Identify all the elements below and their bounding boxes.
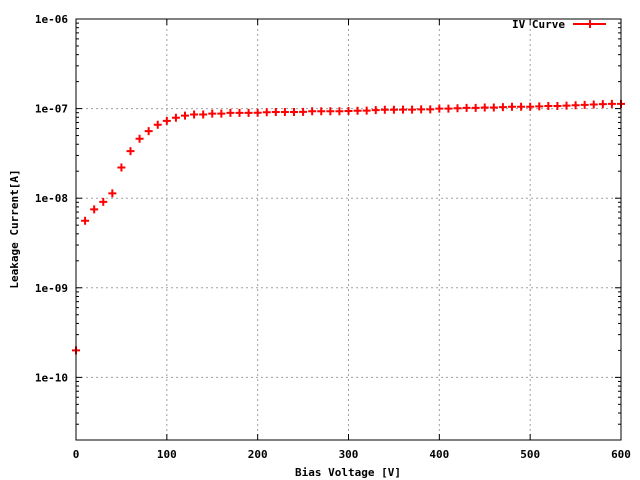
- data-point: [171, 113, 180, 122]
- x-tick-label: 400: [429, 448, 449, 461]
- data-point: [81, 216, 90, 225]
- data-point: [417, 105, 426, 114]
- data-point: [299, 107, 308, 116]
- legend-label: IV Curve: [512, 18, 565, 31]
- data-point: [326, 107, 335, 116]
- data-point: [262, 108, 271, 117]
- data-point: [544, 101, 553, 110]
- data-point: [280, 108, 289, 117]
- data-point: [253, 108, 262, 117]
- y-axis-label: Leakage Current[A]: [8, 169, 21, 288]
- data-point: [517, 102, 526, 111]
- data-point: [362, 106, 371, 115]
- x-tick-label: 600: [611, 448, 631, 461]
- data-point: [126, 147, 135, 156]
- data-point: [199, 110, 208, 119]
- data-point: [553, 101, 562, 110]
- y-tick-label: 1e-07: [35, 103, 68, 116]
- data-point: [589, 100, 598, 109]
- data-point: [426, 105, 435, 114]
- data-point: [335, 107, 344, 116]
- data-point: [371, 106, 380, 115]
- data-point: [181, 111, 189, 120]
- data-point: [526, 102, 535, 111]
- data-point: [498, 103, 507, 112]
- data-point: [508, 102, 516, 111]
- x-axis-label: Bias Voltage [V]: [295, 466, 401, 479]
- plot-border: [75, 18, 622, 441]
- data-point: [489, 103, 498, 112]
- data-point: [190, 110, 199, 119]
- x-tick-label: 200: [248, 448, 268, 461]
- x-tick-label: 300: [339, 448, 359, 461]
- data-point: [162, 116, 171, 125]
- data-point: [244, 108, 253, 117]
- data-point: [389, 105, 398, 114]
- data-point: [453, 104, 462, 113]
- data-point: [607, 99, 616, 108]
- data-point: [562, 101, 571, 110]
- x-tick-labels: 0 100 200 300 400 500 600: [73, 448, 631, 461]
- data-point: [444, 104, 453, 113]
- legend: IV Curve: [512, 18, 606, 31]
- y-tick-label: 1e-10: [35, 371, 68, 384]
- data-point: [462, 103, 471, 112]
- data-point: [235, 108, 244, 117]
- data-point: [144, 127, 153, 136]
- y-tick-labels: 1e-10 1e-09 1e-08 1e-07 1e-06: [35, 13, 68, 384]
- data-point: [208, 109, 217, 118]
- data-point: [580, 100, 589, 109]
- data-point: [99, 197, 108, 206]
- data-point: [435, 104, 444, 113]
- data-point: [344, 107, 353, 116]
- data-point: [471, 103, 480, 112]
- y-tick-label: 1e-06: [35, 13, 68, 26]
- y-tick-label: 1e-08: [35, 192, 68, 205]
- data-point: [290, 108, 298, 117]
- x-tick-label: 100: [157, 448, 177, 461]
- data-point: [226, 108, 235, 117]
- data-point: [271, 108, 280, 117]
- data-point: [380, 105, 389, 114]
- data-point: [571, 101, 580, 110]
- data-point: [353, 106, 362, 115]
- data-point: [535, 102, 544, 111]
- data-point: [480, 103, 489, 112]
- data-point: [135, 134, 144, 143]
- data-points: [72, 99, 625, 355]
- x-tick-label: 0: [73, 448, 80, 461]
- data-point: [108, 189, 117, 198]
- data-point: [217, 109, 226, 118]
- data-point: [317, 107, 326, 116]
- y-tick-label: 1e-09: [35, 282, 68, 295]
- data-point: [117, 163, 126, 172]
- data-point: [408, 105, 417, 114]
- x-tick-label: 500: [520, 448, 540, 461]
- data-point: [598, 100, 607, 109]
- grid: [76, 19, 621, 440]
- data-point: [153, 120, 162, 129]
- data-point: [399, 105, 407, 114]
- data-point: [308, 107, 317, 116]
- data-point: [90, 205, 99, 214]
- legend-plus-marker: [586, 20, 594, 28]
